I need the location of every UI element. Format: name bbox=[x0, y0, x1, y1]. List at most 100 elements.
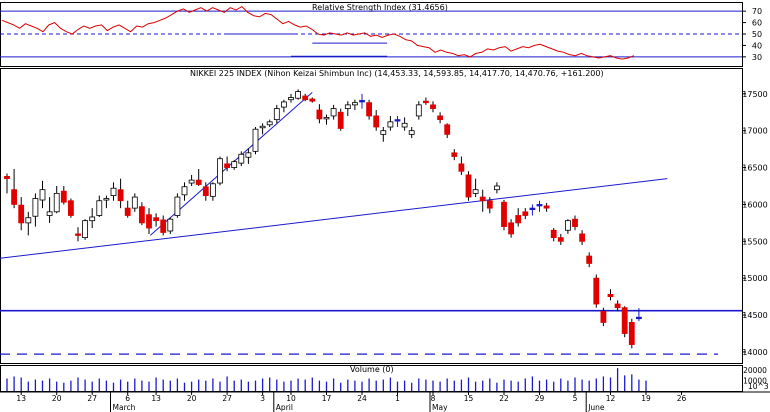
x-tick-label: 20 bbox=[187, 394, 197, 403]
candle-body bbox=[167, 218, 174, 232]
candle-body bbox=[579, 233, 585, 242]
x-tick-label: 26 bbox=[677, 394, 687, 403]
candle-body bbox=[359, 100, 365, 103]
candle-body bbox=[501, 201, 507, 227]
x-tick-label: 13 bbox=[16, 394, 26, 403]
candle-body bbox=[18, 204, 25, 224]
x-tick-label: 20 bbox=[52, 394, 62, 403]
candle-body bbox=[316, 109, 323, 120]
price-tick-label: 15500 bbox=[742, 237, 767, 246]
candle-body bbox=[25, 217, 32, 224]
candle-body bbox=[621, 307, 628, 334]
candle-body bbox=[444, 124, 451, 135]
candle-body bbox=[430, 104, 436, 109]
candle-body bbox=[39, 189, 46, 201]
rsi-tick-label: 70 bbox=[752, 7, 762, 16]
x-tick-label: 15 bbox=[464, 394, 474, 403]
candle-body bbox=[415, 104, 422, 117]
candle-body bbox=[607, 294, 614, 298]
candle-body bbox=[515, 215, 522, 224]
candle-body bbox=[522, 211, 529, 216]
price-tick-label: 17500 bbox=[742, 90, 767, 99]
candle-body bbox=[288, 97, 294, 101]
candle-body bbox=[636, 316, 642, 320]
price-tick-label: 15000 bbox=[742, 274, 767, 283]
candle-body bbox=[508, 222, 515, 235]
candle-body bbox=[174, 196, 181, 216]
volume-tick-label: 10000 bbox=[743, 377, 767, 386]
candle-body bbox=[146, 214, 152, 229]
x-tick-label: 27 bbox=[87, 394, 97, 403]
x-tick-label: 27 bbox=[222, 394, 232, 403]
candle-body bbox=[11, 189, 18, 205]
x-tick-label: 12 bbox=[606, 394, 616, 403]
price-tick-label: 16000 bbox=[742, 200, 767, 209]
candle-body bbox=[550, 229, 557, 239]
candle-body bbox=[323, 117, 330, 120]
candle-body bbox=[437, 115, 444, 121]
candle-body bbox=[103, 198, 110, 201]
candle-body bbox=[266, 121, 273, 126]
candle-body bbox=[493, 185, 500, 191]
month-label: June bbox=[587, 403, 605, 412]
price-trend-line bbox=[0, 178, 668, 259]
candle-body bbox=[309, 98, 316, 102]
rsi-tick-label: 40 bbox=[752, 41, 762, 50]
volume-unit-label: 10^3 bbox=[748, 382, 769, 391]
rsi-title: Relative Strength Index (31.4656) bbox=[312, 3, 448, 12]
candle-body bbox=[465, 174, 472, 198]
x-tick-label: 10 bbox=[286, 394, 296, 403]
candle-body bbox=[238, 153, 245, 164]
candle-body bbox=[422, 100, 429, 104]
candle-body bbox=[195, 179, 202, 185]
price-title: NIKKEI 225 INDEX (Nihon Keizai Shimbun I… bbox=[190, 69, 604, 78]
candle-body bbox=[536, 204, 543, 207]
candle-body bbox=[280, 101, 287, 108]
candle-body bbox=[408, 130, 415, 135]
candle-body bbox=[46, 211, 53, 216]
x-tick-label: 13 bbox=[151, 394, 161, 403]
candle-body bbox=[451, 152, 458, 157]
price-panel-frame bbox=[0, 68, 743, 364]
x-tick-label: 24 bbox=[357, 394, 367, 403]
candle-body bbox=[486, 200, 493, 209]
price-tick-label: 17000 bbox=[742, 127, 767, 136]
price-tick-label: 14500 bbox=[742, 311, 767, 320]
candle-body bbox=[394, 119, 401, 122]
x-tick-label: 17 bbox=[322, 394, 332, 403]
candle-body bbox=[82, 220, 88, 239]
candle-body bbox=[387, 121, 394, 128]
volume-tick-label: 20000 bbox=[743, 366, 767, 375]
x-tick-label: 29 bbox=[535, 394, 545, 403]
candle-body bbox=[366, 102, 373, 117]
candle-body bbox=[472, 189, 479, 194]
rsi-line bbox=[1, 5, 635, 60]
candle-body bbox=[75, 233, 81, 236]
candle-body bbox=[344, 104, 351, 109]
x-tick-label: 22 bbox=[499, 394, 509, 403]
candle-body bbox=[458, 163, 465, 172]
x-tick-label: 8 bbox=[431, 394, 436, 403]
candle-body bbox=[401, 122, 408, 128]
x-tick-label: 6 bbox=[125, 394, 130, 403]
candle-body bbox=[337, 111, 344, 129]
candle-body bbox=[252, 128, 259, 152]
month-label: April bbox=[276, 403, 293, 412]
candle-body bbox=[245, 152, 252, 158]
candle-body bbox=[479, 196, 486, 202]
candle-body bbox=[32, 198, 39, 217]
candle-body bbox=[259, 125, 266, 129]
candle-body bbox=[124, 207, 131, 216]
candle-body bbox=[4, 176, 10, 180]
candle-body bbox=[351, 102, 358, 106]
volume-title: Volume (0) bbox=[350, 365, 394, 374]
candle-body bbox=[302, 95, 309, 101]
price-tick-label: 14000 bbox=[742, 348, 767, 357]
candle-body bbox=[373, 115, 380, 128]
rsi-tick-label: 60 bbox=[752, 19, 762, 28]
x-tick-label: 1 bbox=[395, 394, 400, 403]
month-label: May bbox=[432, 403, 448, 412]
x-tick-label: 5 bbox=[573, 394, 578, 403]
